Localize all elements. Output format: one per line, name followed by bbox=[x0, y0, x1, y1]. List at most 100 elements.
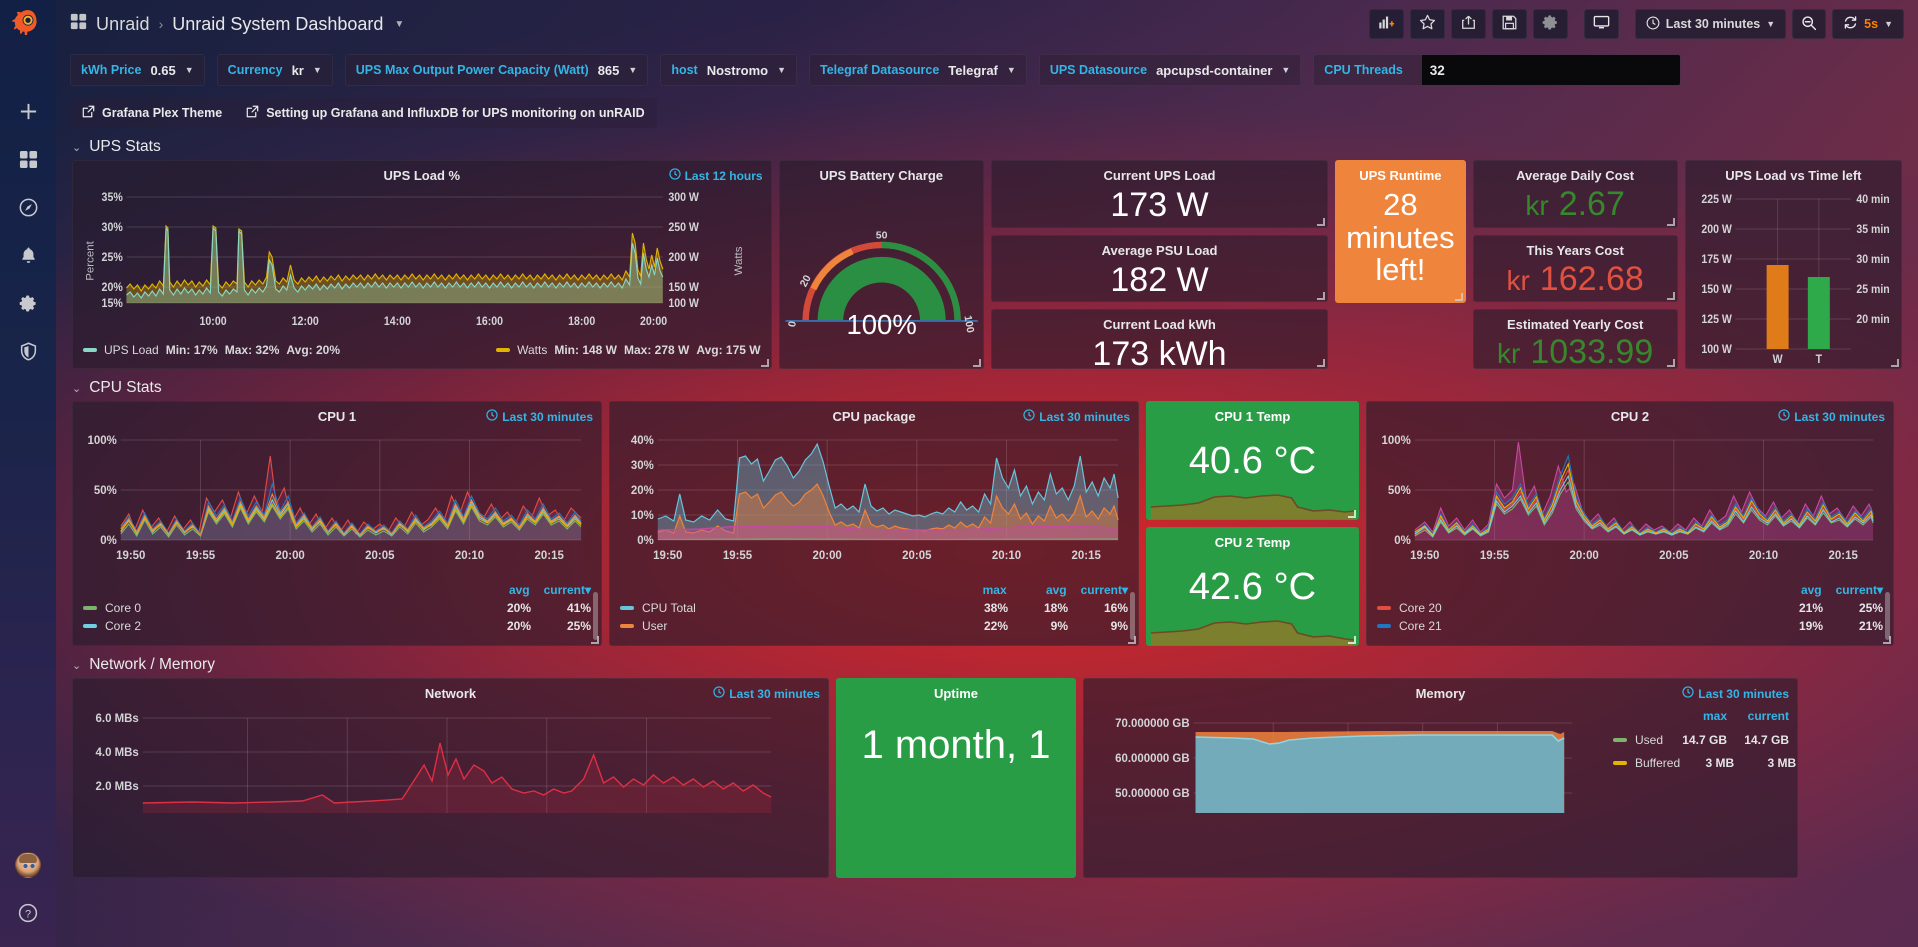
ups-load-percent-chart[interactable]: 35% 30% 25% 20% 15% 300 W 250 W 200 W 150 W … bbox=[73, 185, 771, 333]
legend-item[interactable]: Core 21 19% 21% bbox=[1377, 617, 1883, 635]
ups-monitoring-guide-link[interactable]: Setting up Grafana and InfluxDB for UPS … bbox=[234, 98, 657, 128]
dashboard-grid-icon[interactable] bbox=[70, 13, 87, 35]
sidebar-item-dashboards[interactable] bbox=[0, 135, 56, 183]
panel-resize-handle[interactable] bbox=[760, 359, 769, 367]
sidebar-item-server-admin[interactable] bbox=[0, 327, 56, 375]
panel-time-range[interactable]: Last 30 minutes bbox=[1682, 686, 1789, 701]
grafana-plex-theme-link[interactable]: Grafana Plex Theme bbox=[70, 98, 235, 128]
grafana-logo-icon[interactable] bbox=[11, 8, 45, 47]
variable-kwh-price[interactable]: kWh Price 0.65 ▼ bbox=[70, 54, 205, 86]
panel-resize-handle[interactable] bbox=[1348, 510, 1356, 518]
row-header-network-memory[interactable]: ⌄ Network / Memory bbox=[56, 646, 1918, 678]
network-chart[interactable]: 6.0 MBs 4.0 MBs 2.0 MBs bbox=[73, 703, 828, 877]
sidebar-item-alerting[interactable] bbox=[0, 231, 56, 279]
cycle-view-mode-button[interactable] bbox=[1583, 9, 1619, 39]
variable-currency[interactable]: Currency kr ▼ bbox=[216, 54, 333, 86]
panel-time-range[interactable]: Last 12 hours bbox=[668, 168, 763, 183]
variable-value[interactable]: 0.65 bbox=[150, 62, 176, 78]
svg-text:0%: 0% bbox=[637, 535, 654, 547]
variable-value[interactable]: Nostromo bbox=[706, 62, 769, 78]
user-avatar[interactable] bbox=[0, 841, 56, 889]
legend-header[interactable]: avg current▾ bbox=[1377, 581, 1883, 599]
variable-cpu-threads[interactable]: CPU Threads bbox=[1313, 54, 1681, 86]
chevron-down-icon[interactable]: ▼ bbox=[394, 18, 405, 30]
panel-resize-handle[interactable] bbox=[1454, 293, 1463, 301]
legend-header[interactable]: max current bbox=[1613, 707, 1789, 725]
mark-favorite-button[interactable] bbox=[1409, 9, 1445, 39]
refresh-picker[interactable]: 5s ▼ bbox=[1832, 9, 1904, 39]
add-panel-button[interactable] bbox=[1368, 9, 1404, 39]
help-menu[interactable]: ? bbox=[0, 889, 56, 937]
panel-resize-handle[interactable] bbox=[1666, 359, 1675, 367]
legend-col-max[interactable]: max bbox=[1702, 709, 1727, 723]
panel-time-range[interactable]: Last 30 minutes bbox=[486, 409, 593, 424]
time-range-picker[interactable]: Last 30 minutes ▼ bbox=[1634, 9, 1787, 39]
variable-value[interactable]: kr bbox=[291, 62, 304, 78]
legend-col-current[interactable]: current▾ bbox=[1080, 583, 1128, 597]
legend-col-current[interactable]: current▾ bbox=[543, 583, 591, 597]
legend-col-current[interactable]: current bbox=[1747, 709, 1789, 723]
svg-text:250 W: 250 W bbox=[668, 222, 699, 234]
legend-col-avg[interactable]: avg bbox=[1045, 583, 1067, 597]
panel-resize-handle[interactable] bbox=[1348, 636, 1356, 644]
legend-item[interactable]: UPS Load Min: 17% Max: 32% Avg: 20% bbox=[83, 341, 340, 359]
panel-time-range[interactable]: Last 30 minutes bbox=[713, 686, 820, 701]
legend-col-max[interactable]: max bbox=[982, 583, 1007, 597]
legend-scrollbar[interactable] bbox=[593, 592, 598, 640]
panel-resize-handle[interactable] bbox=[1317, 217, 1326, 226]
zoom-out-time-range-button[interactable] bbox=[1792, 9, 1827, 39]
sidebar-item-explore[interactable] bbox=[0, 183, 56, 231]
panel-resize-handle[interactable] bbox=[591, 636, 599, 644]
legend-item[interactable]: Core 0 20% 41% bbox=[83, 599, 591, 617]
panel-resize-handle[interactable] bbox=[972, 359, 981, 367]
panel-time-range[interactable]: Last 30 minutes bbox=[1778, 409, 1885, 424]
legend-col-current[interactable]: current▾ bbox=[1835, 583, 1883, 597]
panel-resize-handle[interactable] bbox=[1317, 359, 1326, 367]
panel-resize-handle[interactable] bbox=[1883, 636, 1891, 644]
legend-col-avg[interactable]: avg bbox=[1800, 583, 1822, 597]
save-dashboard-button[interactable] bbox=[1491, 9, 1527, 39]
variable-ups-max-output-power-capacity[interactable]: UPS Max Output Power Capacity (Watt) 865… bbox=[344, 54, 649, 86]
variable-telegraf-datasource[interactable]: Telegraf Datasource Telegraf ▼ bbox=[809, 54, 1027, 86]
variable-ups-datasource[interactable]: UPS Datasource apcupsd-container ▼ bbox=[1038, 54, 1302, 86]
cpu-1-chart[interactable]: 100% 50% 0% 19:50 19:55 20:00 20:05 20:10 20:… bbox=[73, 426, 601, 566]
panel-resize-handle[interactable] bbox=[1666, 217, 1675, 226]
variable-value[interactable]: Telegraf bbox=[948, 62, 998, 78]
legend-scrollbar[interactable] bbox=[1885, 592, 1890, 640]
compass-icon bbox=[19, 198, 38, 217]
panel-resize-handle[interactable] bbox=[1666, 292, 1675, 301]
dashboard-settings-button[interactable] bbox=[1532, 9, 1568, 39]
row-header-ups-stats[interactable]: ⌄ UPS Stats bbox=[56, 128, 1918, 160]
variable-value[interactable]: apcupsd-container bbox=[1156, 62, 1273, 78]
sidebar-item-create[interactable] bbox=[0, 87, 56, 135]
legend-item[interactable]: Core 20 21% 25% bbox=[1377, 599, 1883, 617]
cpu-package-chart[interactable]: 40% 30% 20% 10% 0% 19:50 19:55 20:00 20:05 20… bbox=[610, 426, 1138, 566]
panel-resize-handle[interactable] bbox=[1128, 636, 1136, 644]
breadcrumb-folder-link[interactable]: Unraid bbox=[96, 13, 150, 34]
legend-item[interactable]: Buffered 3 MB 3 MB bbox=[1613, 749, 1796, 772]
legend-item[interactable]: Watts Min: 148 W Max: 278 W Avg: 175 W bbox=[496, 341, 761, 359]
panel-resize-handle[interactable] bbox=[1317, 292, 1326, 301]
memory-chart[interactable]: 70.000000 GB 60.000000 GB 50.000000 GB bbox=[1084, 703, 1607, 877]
legend-header[interactable]: max avg current▾ bbox=[620, 581, 1128, 599]
clock-icon bbox=[668, 168, 681, 183]
panel-time-range[interactable]: Last 30 minutes bbox=[1023, 409, 1130, 424]
legend-item[interactable]: User 22% 9% 9% bbox=[620, 617, 1128, 635]
cpu-2-chart[interactable]: 100% 50% 0% 19:50 19:55 20:00 20:05 20:10 20:… bbox=[1367, 426, 1893, 566]
variable-value[interactable]: 865 bbox=[597, 62, 620, 78]
legend-scrollbar[interactable] bbox=[1130, 592, 1135, 640]
cpu-threads-input[interactable] bbox=[1421, 55, 1680, 85]
legend-item[interactable]: Core 2 20% 25% bbox=[83, 617, 591, 635]
legend-col-avg[interactable]: avg bbox=[508, 583, 530, 597]
legend-item[interactable]: CPU Total 38% 18% 16% bbox=[620, 599, 1128, 617]
share-dashboard-button[interactable] bbox=[1450, 9, 1486, 39]
variable-host[interactable]: host Nostromo ▼ bbox=[660, 54, 798, 86]
sidebar-item-configuration[interactable] bbox=[0, 279, 56, 327]
page-title[interactable]: Unraid System Dashboard bbox=[172, 13, 384, 34]
ups-battery-charge-gauge[interactable]: 50 20 0 100 100% bbox=[780, 187, 983, 367]
legend-header[interactable]: avg current▾ bbox=[83, 581, 591, 599]
row-header-cpu-stats[interactable]: ⌄ CPU Stats bbox=[56, 369, 1918, 401]
legend-item[interactable]: Used 14.7 GB 14.7 GB bbox=[1613, 725, 1789, 749]
panel-resize-handle[interactable] bbox=[1891, 359, 1899, 367]
